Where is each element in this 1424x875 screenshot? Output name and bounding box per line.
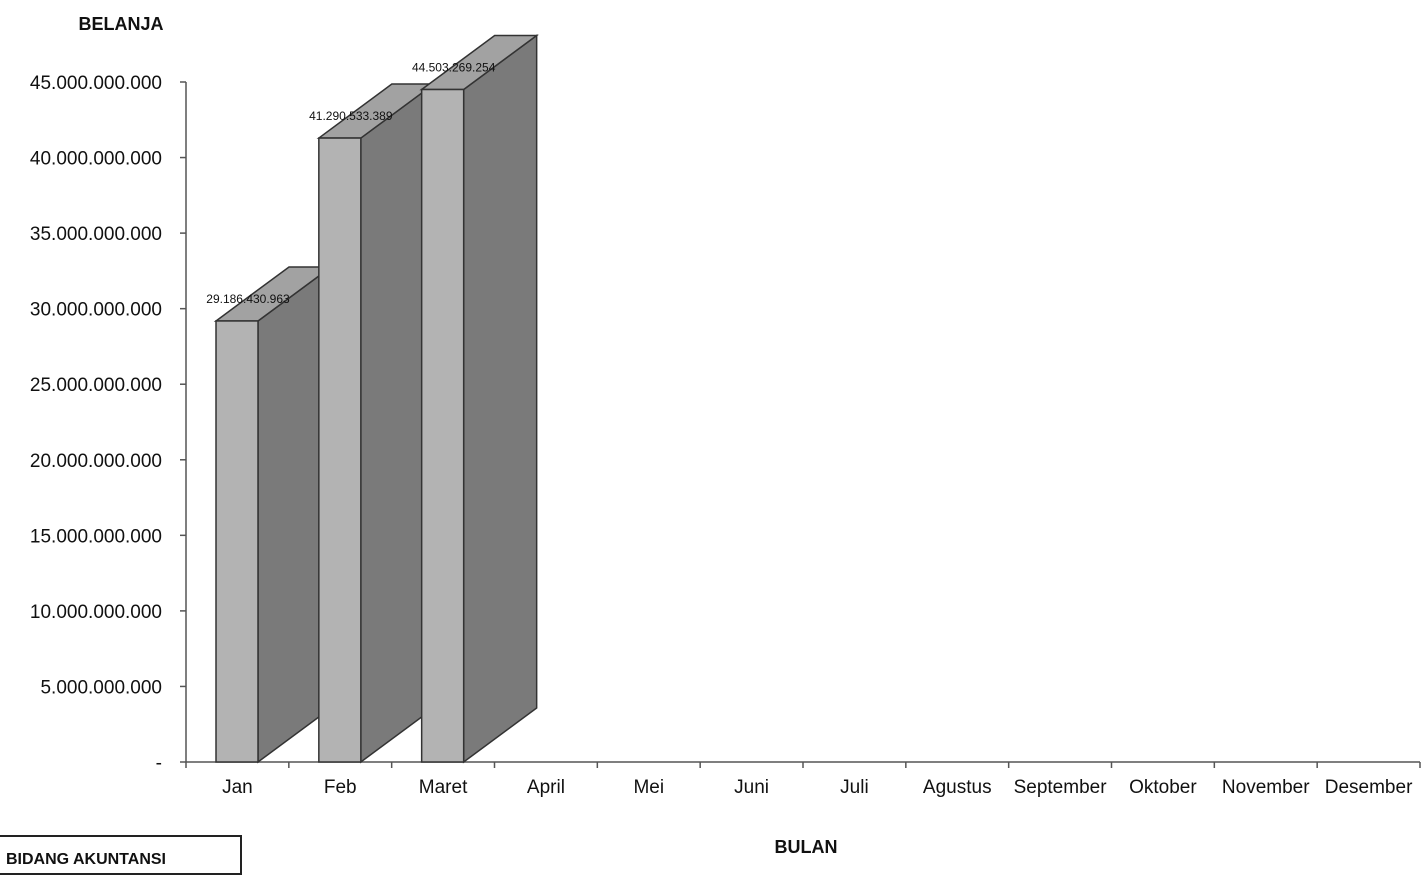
data-label: 44.503.269.254 (412, 61, 496, 75)
bar-side-face (462, 34, 538, 764)
y-tick-label: 5.000.000.000 (40, 677, 162, 698)
x-category-label: September (1014, 777, 1108, 798)
bar-jan (213, 265, 334, 764)
bar-front-face (420, 88, 465, 763)
x-category-label: Agustus (923, 777, 992, 798)
y-axis-title: BELANJA (78, 14, 163, 34)
y-tick-label: 35.000.000.000 (30, 224, 162, 245)
y-tick-label: 25.000.000.000 (30, 375, 162, 396)
department-stamp: BIDANG AKUNTANSI (0, 835, 242, 875)
x-category-label: Jan (222, 777, 253, 798)
y-tick-label: 10.000.000.000 (30, 602, 162, 623)
x-axis-title: BULAN (775, 837, 838, 857)
x-category-label: Mei (633, 777, 664, 798)
x-category-label: Juli (840, 777, 869, 798)
x-category-label: Maret (419, 777, 468, 798)
y-tick-label: 15.000.000.000 (30, 526, 162, 547)
data-label: 29.186.430.963 (206, 292, 290, 306)
y-tick-label: 20.000.000.000 (30, 451, 162, 472)
y-tick-label: 40.000.000.000 (30, 149, 162, 170)
bar-maret (419, 34, 539, 764)
y-tick-label: - (156, 753, 162, 774)
bar-front-face (215, 320, 259, 763)
stamp-text: BIDANG AKUNTANSI (6, 851, 166, 868)
y-tick-label: 30.000.000.000 (30, 300, 162, 321)
x-category-label: November (1222, 777, 1310, 798)
bar-feb (316, 82, 437, 764)
bar-front-face (318, 137, 362, 763)
x-category-label: Oktober (1129, 777, 1197, 798)
data-label: 41.290.533.389 (309, 109, 393, 123)
y-tick-label: 45.000.000.000 (30, 73, 162, 94)
x-category-label: April (527, 777, 565, 798)
x-category-label: Feb (324, 777, 357, 798)
x-category-label: Juni (734, 777, 769, 798)
x-category-label: Desember (1325, 777, 1413, 798)
